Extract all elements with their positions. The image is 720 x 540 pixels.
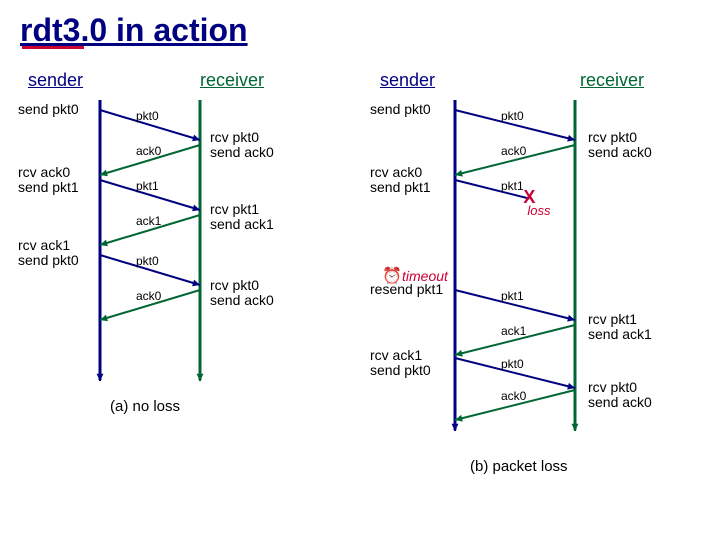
sender-event-2: resend pkt1 — [370, 282, 443, 297]
loss-label: loss — [527, 203, 550, 218]
msg-label-2: pkt1 — [136, 179, 159, 193]
sender-event-1: rcv ack0send pkt1 — [370, 165, 431, 196]
receiver-event-0: rcv pkt0send ack0 — [210, 130, 274, 161]
msg-label-1: ack0 — [136, 144, 161, 158]
sender-event-1: rcv ack0send pkt1 — [18, 165, 79, 196]
msg-label-4: ack1 — [501, 324, 526, 338]
msg-label-5: pkt0 — [501, 357, 524, 371]
msg-label-4: pkt0 — [136, 254, 159, 268]
sender-event-2: rcv ack1send pkt0 — [18, 238, 79, 269]
msg-label-0: pkt0 — [501, 109, 524, 123]
msg-label-6: ack0 — [501, 389, 526, 403]
receiver-event-2: rcv pkt0send ack0 — [588, 380, 652, 411]
msg-label-3: ack1 — [136, 214, 161, 228]
receiver-event-1: rcv pkt1send ack1 — [210, 202, 274, 233]
sender-event-0: send pkt0 — [370, 102, 431, 117]
caption-a: (a) no loss — [110, 398, 180, 415]
msg-label-5: ack0 — [136, 289, 161, 303]
msg-label-0: pkt0 — [136, 109, 159, 123]
receiver-event-2: rcv pkt0send ack0 — [210, 278, 274, 309]
receiver-event-1: rcv pkt1send ack1 — [588, 312, 652, 343]
msg-label-2: pkt1 — [501, 179, 524, 193]
receiver-event-0: rcv pkt0send ack0 — [588, 130, 652, 161]
sender-event-0: send pkt0 — [18, 102, 79, 117]
sender-event-3: rcv ack1send pkt0 — [370, 348, 431, 379]
msg-label-3: pkt1 — [501, 289, 524, 303]
msg-label-1: ack0 — [501, 144, 526, 158]
caption-b: (b) packet loss — [470, 458, 568, 475]
